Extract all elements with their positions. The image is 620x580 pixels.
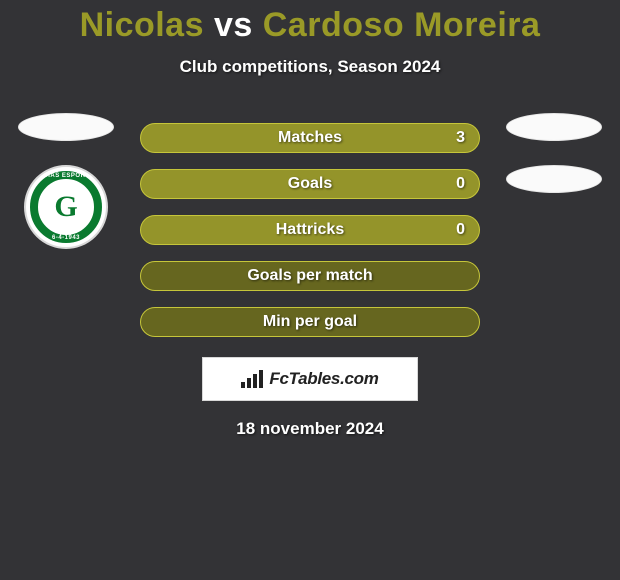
date-line: 18 november 2024: [0, 419, 620, 439]
comparison-content: GOIÁS ESPORTE G 6-4-1943 Matches3Goals0H…: [0, 123, 620, 439]
stat-row: Goals 0: [140, 169, 480, 199]
stat-label: Matches: [278, 129, 342, 147]
stat-label: Min per goal: [263, 313, 357, 331]
stat-label: Hattricks: [276, 221, 344, 239]
stat-label: Goals: [288, 175, 332, 193]
stat-row: Matches 3: [140, 123, 480, 153]
title-player-left: Nicolas: [80, 6, 204, 44]
stat-value-right: 3: [456, 129, 465, 147]
bars-icon: [241, 370, 263, 388]
stat-value-right: 0: [456, 175, 465, 193]
title-vs: vs: [214, 6, 253, 44]
title-player-right: Cardoso Moreira: [263, 6, 541, 44]
club-badge-placeholder-right: [506, 165, 602, 193]
stat-value-right: 0: [456, 221, 465, 239]
brand-box[interactable]: FcTables.com: [202, 357, 418, 401]
stat-row: Goals per match: [140, 261, 480, 291]
stat-row: Hattricks 0: [140, 215, 480, 245]
club-badge-letter: G: [54, 190, 77, 224]
player-photo-placeholder-right: [506, 113, 602, 141]
club-badge-top-text: GOIÁS ESPORTE: [38, 173, 94, 179]
page-title: Nicolas vs Cardoso Moreira: [0, 0, 620, 45]
player-photo-placeholder-left: [18, 113, 114, 141]
club-badge-bottom-text: 6-4-1943: [52, 235, 80, 241]
left-player-column: GOIÁS ESPORTE G 6-4-1943: [16, 113, 116, 249]
right-player-column: [504, 113, 604, 193]
subtitle: Club competitions, Season 2024: [0, 57, 620, 77]
brand-text: FcTables.com: [269, 369, 378, 389]
stat-row: Min per goal: [140, 307, 480, 337]
club-badge-inner: G: [44, 185, 88, 229]
stat-label: Goals per match: [247, 267, 372, 285]
stat-rows: Matches 3 Goals 0 Hattricks 0 Goals per match M…: [140, 123, 480, 337]
club-badge-left: GOIÁS ESPORTE G 6-4-1943: [24, 165, 108, 249]
